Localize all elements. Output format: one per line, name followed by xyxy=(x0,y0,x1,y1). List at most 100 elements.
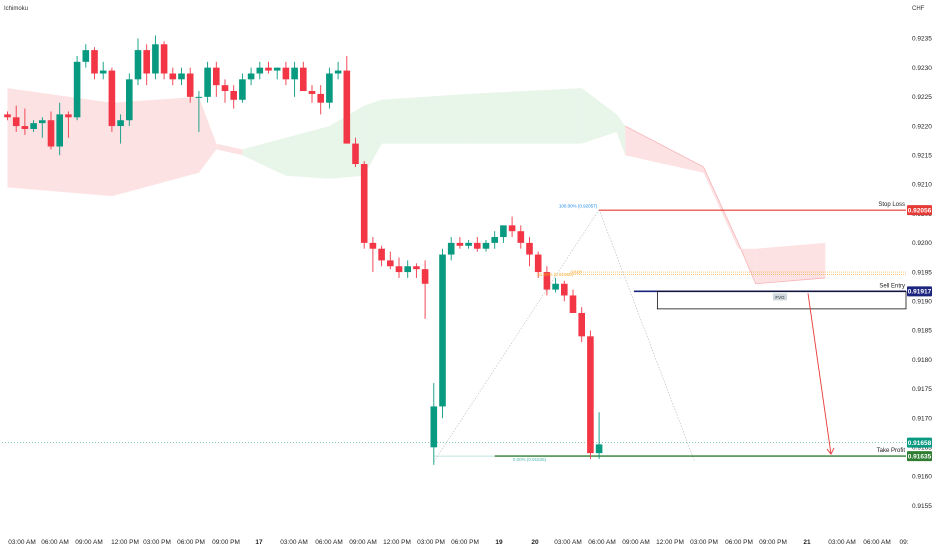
trade-drawings xyxy=(2,209,907,463)
time-tick-label: 06:00 PM xyxy=(177,539,205,546)
fib-diagonal-down xyxy=(598,209,696,462)
time-tick-label: 03:00 AM xyxy=(554,539,581,546)
fvg-tag-bg xyxy=(773,293,787,301)
cloud-segment xyxy=(755,242,826,284)
candle-body xyxy=(413,266,420,270)
time-tick-label: 03:00 PM xyxy=(690,539,718,546)
candle-body xyxy=(4,114,11,118)
candle-body xyxy=(456,242,464,246)
candle-body xyxy=(326,73,333,103)
time-tick-label: 20 xyxy=(531,539,539,546)
candle-body xyxy=(395,266,403,273)
fvg-box xyxy=(656,290,907,310)
candle-body xyxy=(21,126,29,129)
sell-entry-label: Sell Entry xyxy=(879,283,905,289)
cloud-segment xyxy=(616,114,626,156)
time-tick-label: 09:00 AM xyxy=(75,539,102,546)
time-tick-label: 03:00 AM xyxy=(8,539,35,546)
time-tick-label: 17 xyxy=(255,539,263,546)
candle-body xyxy=(47,120,55,147)
cloud-segment xyxy=(111,96,199,197)
price-tick-label: 0.91950 xyxy=(912,269,932,276)
candle-body xyxy=(82,50,90,62)
candle-body xyxy=(152,44,159,74)
candle-body xyxy=(534,254,542,273)
take-profit-label: Take Profit xyxy=(877,448,906,454)
candle-body xyxy=(561,283,568,296)
current-price-tag: 0.91658 xyxy=(908,440,932,447)
time-tick-label: 06:00 PM xyxy=(451,539,479,546)
candle-body xyxy=(308,91,316,94)
stop-loss-label: Stop Loss xyxy=(878,202,905,208)
candle-body xyxy=(543,272,551,290)
level-labels: Stop Loss Sell Entry Take Profit FVG 100.00%… xyxy=(513,202,905,462)
current-price-tag-bg xyxy=(907,437,932,448)
time-tick-label: 09: xyxy=(899,539,908,546)
sell-entry-price-tag-bg xyxy=(907,286,932,297)
cloud-segment xyxy=(581,88,617,144)
candle-body xyxy=(482,242,490,249)
candle-body xyxy=(421,269,429,284)
candle-body xyxy=(569,295,577,313)
time-tick-label: 03:00 AM xyxy=(280,539,307,546)
candle-body xyxy=(491,237,498,243)
time-tick-label: 09:00 PM xyxy=(212,539,240,546)
candle-body xyxy=(517,231,525,243)
time-tick-label: 09:00 AM xyxy=(622,539,649,546)
time-tick-label: 12:00 PM xyxy=(656,539,684,546)
take-profit-price-tag-bg xyxy=(907,451,932,462)
candle-body xyxy=(221,85,229,92)
cloud-segment xyxy=(198,96,217,173)
candle-body xyxy=(99,70,107,74)
time-axis[interactable]: 03:00 AM 06:00 AM 09:00 AM 12:00 PM 03:00 PM… xyxy=(8,539,908,546)
time-tick-label: 12:00 PM xyxy=(111,539,139,546)
cloud-segment xyxy=(242,137,286,176)
candle-body xyxy=(117,120,124,127)
cloud-segment xyxy=(625,126,704,173)
candle-body xyxy=(108,70,116,127)
take-profit-price-tag: 0.91635 xyxy=(908,453,932,460)
candle-body xyxy=(91,50,98,74)
candle-body xyxy=(178,73,185,80)
candle-body xyxy=(239,79,246,100)
time-tick-label: 06:00 AM xyxy=(588,539,615,546)
projection-arrow-line xyxy=(807,293,832,455)
time-tick-label: 06:00 PM xyxy=(725,539,753,546)
time-tick-label: 21 xyxy=(803,539,811,546)
candle-body xyxy=(508,225,516,232)
stop-loss-price-tag-bg xyxy=(907,205,932,216)
candle-body xyxy=(334,70,342,74)
cloud-border-line xyxy=(625,125,826,285)
candle-body xyxy=(587,336,594,454)
cloud-segment xyxy=(216,143,243,156)
fib-label-bottom: 0.00% (0.91635) xyxy=(513,457,547,462)
time-tick-label: 06:00 AM xyxy=(863,539,890,546)
candle-body xyxy=(39,120,46,124)
candle-body xyxy=(360,164,368,243)
candle-body xyxy=(552,283,559,290)
candle-body xyxy=(204,67,211,97)
candle-body xyxy=(282,67,290,80)
candle-body xyxy=(160,44,168,74)
candle-body xyxy=(143,50,150,74)
candle-body xyxy=(387,260,394,267)
candle-body xyxy=(430,406,438,448)
sell-entry-price-tag: 0.91917 xyxy=(908,289,932,296)
candle-body xyxy=(595,444,603,454)
candle-body xyxy=(439,254,446,407)
candle-body xyxy=(256,67,264,74)
candle-body xyxy=(65,114,72,118)
candle-body xyxy=(30,123,37,129)
candle-body xyxy=(230,91,237,100)
time-tick-label: 19 xyxy=(495,539,503,546)
